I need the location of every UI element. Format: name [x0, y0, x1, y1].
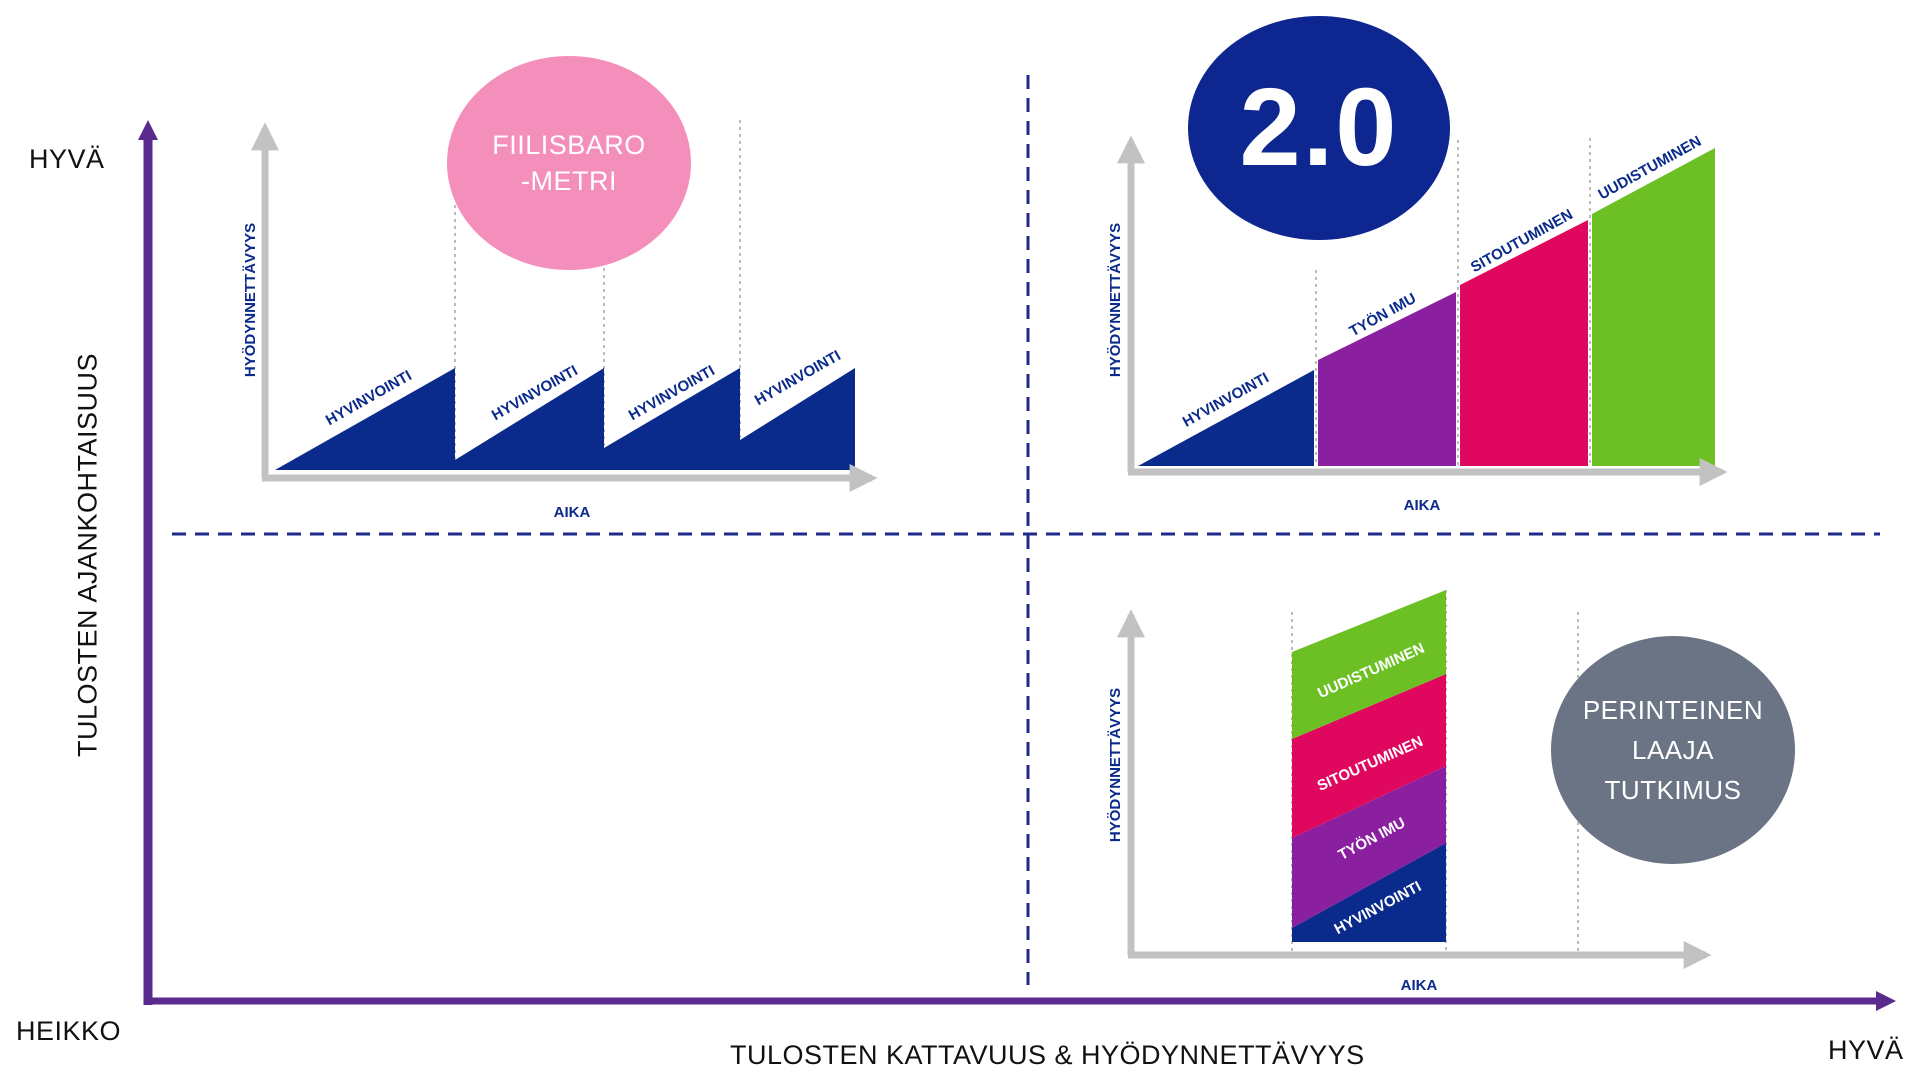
badge-line: 2.0 — [1239, 66, 1399, 189]
version-2-badge: 2.0 — [1188, 16, 1450, 240]
tr-segment-uudistuminen — [1592, 148, 1715, 466]
tr-guides — [1315, 138, 1591, 466]
tl-segment-4 — [740, 368, 855, 470]
main-y-axis-title: TULOSTEN AJANKOHTAISUUS — [72, 352, 103, 758]
chart-bottom-right: HYÖDYNNETTÄVYYS AIKA HYVINVOINTI TYÖN IM… — [1107, 590, 1712, 994]
badge-line: LAAJA — [1632, 735, 1714, 765]
br-band-tyon-imu — [1292, 766, 1446, 928]
tr-segment-sitoutuminen — [1460, 220, 1588, 466]
tr-x-label: AIKA — [1404, 497, 1441, 514]
tl-x-label: AIKA — [554, 504, 591, 521]
main-x-arrowhead — [1876, 991, 1896, 1011]
badge-line: -METRI — [521, 166, 617, 196]
fiilisbarometri-badge: FIILISBARO -METRI — [447, 56, 691, 270]
br-band-uudistuminen — [1292, 590, 1446, 739]
br-band-sitoutuminen — [1292, 674, 1446, 838]
badge-line: PERINTEINEN — [1582, 695, 1764, 725]
main-y-bottom-label: HEIKKO — [16, 1016, 122, 1046]
br-x-label: AIKA — [1401, 977, 1438, 994]
br-y-label: HYÖDYNNETTÄVYYS — [1107, 688, 1124, 842]
perinteinen-tutkimus-badge: PERINTEINEN LAAJA TUTKIMUS — [1551, 636, 1795, 864]
badge-line: TUTKIMUS — [1604, 775, 1742, 805]
main-y-top-label: HYVÄ — [29, 144, 105, 174]
main-x-right-label: HYVÄ — [1828, 1035, 1904, 1065]
main-axes — [138, 120, 1896, 1011]
br-band-hyvinvointi — [1292, 843, 1446, 942]
tl-y-label: HYÖDYNNETTÄVYYS — [242, 223, 259, 377]
quadrant-dividers — [172, 75, 1880, 985]
main-x-axis-title: TULOSTEN KATTAVUUS & HYÖDYNNETTÄVYYS — [730, 1040, 1365, 1070]
tr-segment-tyon-imu — [1318, 292, 1456, 466]
tl-segment-2 — [455, 368, 604, 470]
badge-line: FIILISBARO — [492, 130, 646, 160]
tr-segment-hyvinvointi — [1138, 370, 1314, 466]
tl-segment-3 — [604, 368, 740, 470]
fiilisbarometri-badge-text: FIILISBARO -METRI — [492, 127, 646, 199]
tl-segment-1 — [275, 368, 455, 470]
chart-top-right: HYÖDYNNETTÄVYYS AIKA HYVINVOINTI TYÖN IM… — [1107, 133, 1728, 514]
perinteinen-badge-text: PERINTEINEN LAAJA TUTKIMUS — [1583, 690, 1763, 810]
tr-y-label: HYÖDYNNETTÄVYYS — [1107, 223, 1124, 377]
main-y-arrowhead — [138, 120, 158, 140]
